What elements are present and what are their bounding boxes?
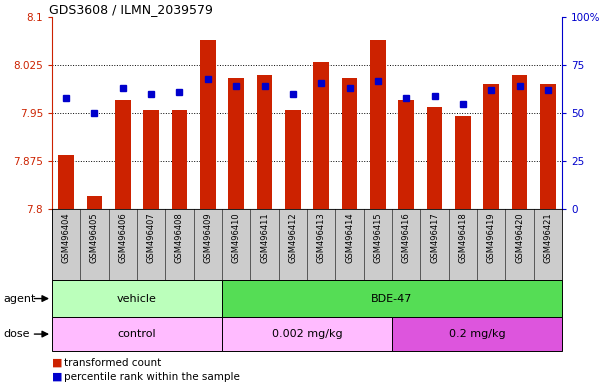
Text: agent: agent bbox=[3, 293, 35, 304]
Text: GSM496404: GSM496404 bbox=[62, 212, 71, 263]
Bar bbox=[313, 62, 329, 209]
Text: 0.002 mg/kg: 0.002 mg/kg bbox=[272, 329, 342, 339]
Text: control: control bbox=[118, 329, 156, 339]
Text: GSM496405: GSM496405 bbox=[90, 212, 99, 263]
Text: GSM496421: GSM496421 bbox=[543, 212, 552, 263]
Bar bbox=[144, 110, 159, 209]
Bar bbox=[87, 197, 102, 209]
Text: GSM496408: GSM496408 bbox=[175, 212, 184, 263]
Text: ■: ■ bbox=[52, 358, 62, 368]
Bar bbox=[58, 155, 74, 209]
Bar bbox=[483, 84, 499, 209]
Text: dose: dose bbox=[3, 329, 29, 339]
Text: GSM496413: GSM496413 bbox=[316, 212, 326, 263]
Text: GSM496415: GSM496415 bbox=[373, 212, 382, 263]
Bar bbox=[392, 317, 562, 351]
Bar bbox=[370, 40, 386, 209]
Text: GDS3608 / ILMN_2039579: GDS3608 / ILMN_2039579 bbox=[49, 3, 213, 16]
Bar bbox=[229, 78, 244, 209]
Bar bbox=[200, 40, 216, 209]
Text: GSM496409: GSM496409 bbox=[203, 212, 213, 263]
Bar bbox=[172, 110, 188, 209]
Text: GSM496419: GSM496419 bbox=[487, 212, 496, 263]
Text: transformed count: transformed count bbox=[64, 358, 161, 368]
Bar bbox=[285, 110, 301, 209]
Bar bbox=[222, 317, 392, 351]
Text: GSM496418: GSM496418 bbox=[458, 212, 467, 263]
Text: 0.2 mg/kg: 0.2 mg/kg bbox=[448, 329, 505, 339]
Bar bbox=[52, 317, 222, 351]
Text: GSM496406: GSM496406 bbox=[119, 212, 127, 263]
Bar bbox=[52, 280, 222, 317]
Bar bbox=[257, 75, 273, 209]
Text: percentile rank within the sample: percentile rank within the sample bbox=[64, 372, 240, 382]
Bar bbox=[222, 280, 562, 317]
Text: GSM496411: GSM496411 bbox=[260, 212, 269, 263]
Bar bbox=[398, 101, 414, 209]
Bar bbox=[512, 75, 527, 209]
Bar bbox=[455, 116, 470, 209]
Bar bbox=[540, 84, 556, 209]
Bar bbox=[115, 101, 131, 209]
Text: GSM496414: GSM496414 bbox=[345, 212, 354, 263]
Text: BDE-47: BDE-47 bbox=[371, 293, 413, 304]
Bar bbox=[342, 78, 357, 209]
Text: GSM496420: GSM496420 bbox=[515, 212, 524, 263]
Text: GSM496407: GSM496407 bbox=[147, 212, 156, 263]
Bar bbox=[426, 107, 442, 209]
Text: GSM496412: GSM496412 bbox=[288, 212, 298, 263]
Text: vehicle: vehicle bbox=[117, 293, 157, 304]
Text: ■: ■ bbox=[52, 372, 62, 382]
Text: GSM496410: GSM496410 bbox=[232, 212, 241, 263]
Text: GSM496416: GSM496416 bbox=[401, 212, 411, 263]
Text: GSM496417: GSM496417 bbox=[430, 212, 439, 263]
